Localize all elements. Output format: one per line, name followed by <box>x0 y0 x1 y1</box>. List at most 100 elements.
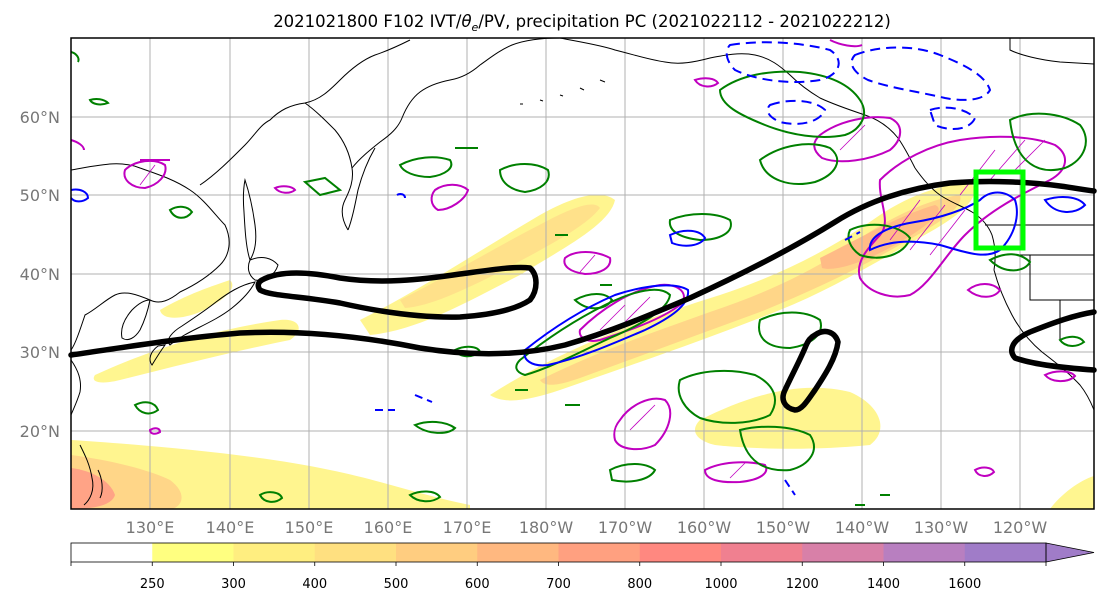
colorbar-tick-label: 600 <box>465 577 490 592</box>
pv-blue-dashed-s3 <box>784 479 796 496</box>
pv-green-central-2 <box>573 293 614 310</box>
coastline-kamchatka <box>351 37 561 169</box>
pv-green-w-6 <box>412 420 457 434</box>
longitude-labels: 130°E 140°E 150°E 160°E 170°E 180°W 170°… <box>126 518 1048 537</box>
lat-label-40n: 40°N <box>20 265 60 284</box>
coastline-kamchatka-peninsula <box>347 147 376 231</box>
colorbar-segment <box>396 543 478 562</box>
colorbar-tick-label: 800 <box>627 577 652 592</box>
colorbar-segment <box>314 543 397 562</box>
pv-green-south-1 <box>677 369 776 424</box>
colorbar-segment <box>71 543 153 562</box>
colorbar-tick-label: 400 <box>302 577 327 592</box>
colorbar-segment <box>883 543 966 562</box>
theta-e-nw <box>70 139 85 151</box>
lat-label-20n: 20°N <box>20 422 60 441</box>
colorbar-extend-arrow <box>1045 542 1095 563</box>
pv-blue-dashed-s2 <box>414 394 433 403</box>
latitude-labels: 60°N 50°N 40°N 30°N 20°N <box>20 108 60 441</box>
theta-e-west-2 <box>430 183 470 212</box>
coastline-alaska <box>559 37 916 169</box>
theta-e-se-1 <box>1043 370 1077 383</box>
colorbar-tick-label: 300 <box>221 577 246 592</box>
theta-e-north-2 <box>693 77 720 88</box>
pv-green-nc-2 <box>498 163 550 194</box>
pv-blue-mid <box>668 229 707 247</box>
coastline-philippines <box>79 444 103 506</box>
lat-label-50n: 50°N <box>20 186 60 205</box>
pv-green-nw-1 <box>70 51 80 63</box>
colorbar-segment <box>152 543 234 562</box>
pv-green-w-1 <box>302 176 343 197</box>
map-border <box>70 37 1095 510</box>
pv-blue-small <box>396 193 406 199</box>
colorbar-segment <box>802 543 884 562</box>
pv-green-w-5 <box>258 491 284 503</box>
lon-label-150e: 150°E <box>285 518 334 537</box>
ivt-contour-south <box>780 328 841 413</box>
theta-e-south-2 <box>703 461 768 484</box>
ivt-shading <box>71 182 1094 509</box>
theta-e-south-1 <box>613 397 672 451</box>
ivt-shade-east <box>490 182 975 401</box>
theta-e-west-1 <box>123 159 167 190</box>
colorbar-segment <box>558 543 641 562</box>
ivt-contour-main <box>68 178 1097 358</box>
colorbar-tick-label: 250 <box>140 577 165 592</box>
ivt-contour-loop <box>255 264 539 320</box>
pv-blue-e <box>1043 196 1087 213</box>
lon-label-130e: 130°E <box>126 518 175 537</box>
colorbar-tick-label: 1600 <box>948 577 981 592</box>
lon-label-160w: 160°W <box>677 518 732 537</box>
ivt-contours <box>68 178 1097 413</box>
pv-green-nc-1 <box>398 156 453 179</box>
theta-e-se-2 <box>973 466 996 477</box>
ivt-shade-southeast <box>1050 476 1094 509</box>
coastline-us-west <box>993 269 1095 411</box>
pv-negative-contours <box>70 41 1087 496</box>
coastline-china <box>70 359 81 416</box>
coastline-korea <box>121 299 151 341</box>
pv-green-ne-1 <box>718 70 865 138</box>
pv-green-se-1 <box>1058 335 1086 347</box>
coastline-asia <box>70 163 230 351</box>
colorbar-tick-label: 1400 <box>867 577 900 592</box>
lon-label-180w: 180°W <box>519 518 574 537</box>
lon-label-170e: 170°E <box>443 518 492 537</box>
colorbar-segment <box>721 543 803 562</box>
colorbar: 250 300 400 500 600 700 800 1000 1200 1400 1600 <box>70 542 1095 592</box>
ivt-shade-japan <box>160 280 233 318</box>
lat-label-30n: 30°N <box>20 343 60 362</box>
colorbar-segment <box>639 543 722 562</box>
target-region-box <box>973 169 1026 251</box>
colorbar-tick-label: 1200 <box>786 577 819 592</box>
lon-label-140e: 140°E <box>206 518 255 537</box>
theta-e-blob-1 <box>563 251 612 276</box>
colorbar-tick-label: 500 <box>384 577 409 592</box>
pv-green-w-2 <box>168 205 194 219</box>
lon-label-160e: 160°E <box>364 518 413 537</box>
colorbar-segments <box>71 543 1047 562</box>
pv-green-nw-2 <box>88 98 110 106</box>
pv-green-south-3 <box>738 425 815 472</box>
map-panel <box>68 37 1097 510</box>
pv-blue-dashed-mid <box>766 99 827 125</box>
coastline-kyushu <box>149 344 167 366</box>
colorbar-tick-label: 1000 <box>704 577 737 592</box>
ivt-contour-southeast <box>1009 309 1097 373</box>
coastline-aleutians <box>520 79 606 105</box>
theta-e-north-alaska <box>813 116 902 163</box>
pv-green-south-4 <box>608 463 657 483</box>
colorbar-segment <box>477 543 559 562</box>
figure-title: 2021021800 F102 IVT/θe/PV, precipitation… <box>273 12 891 34</box>
pv-green-south-5 <box>408 490 442 503</box>
pv-blue-central <box>523 284 690 367</box>
theta-e-north-1 <box>829 39 863 48</box>
theta-e-mid <box>148 427 162 435</box>
theta-e-ca <box>966 283 1002 298</box>
pv-green-ne-4 <box>847 223 912 259</box>
border-alaska-canada <box>1009 38 1095 65</box>
coastline-honshu <box>167 281 256 346</box>
pv-green-se-2 <box>988 253 1032 272</box>
